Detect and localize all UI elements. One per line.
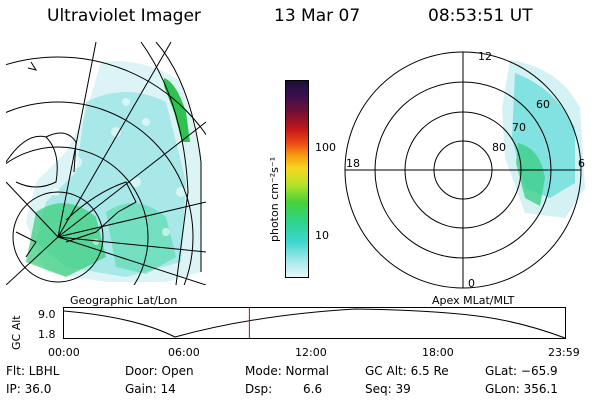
geographic-map	[6, 42, 206, 285]
polar-label-18: 18	[346, 157, 360, 170]
colorbar-unit-label: photon cm⁻²s⁻¹	[268, 156, 281, 242]
coastline	[6, 61, 137, 258]
glat-info: GLat: −65.9	[485, 364, 558, 378]
left-panel-title: Geographic Lat/Lon	[70, 294, 178, 307]
altitude-xtick-1: 06:00	[168, 346, 200, 359]
polar-ring-70: 70	[512, 121, 526, 134]
time-label: 08:53:51 UT	[428, 6, 533, 26]
polar-ring-60: 60	[536, 98, 550, 111]
mode-info: Mode: Normal	[245, 364, 329, 378]
gc-alt-info: GC Alt: 6.5 Re	[365, 364, 449, 378]
polar-label-12: 12	[478, 50, 492, 63]
aurora-region	[26, 61, 201, 283]
ip-info: IP: 36.0	[6, 382, 52, 396]
colorbar-tick-10: 10	[315, 229, 329, 242]
date-label: 13 Mar 07	[274, 6, 361, 26]
altitude-curve	[63, 308, 566, 339]
colorbar-tick-100: 100	[315, 141, 336, 154]
longitude-grid	[6, 42, 206, 285]
polar-label-6: 6	[578, 157, 585, 170]
polar-label-0: 0	[468, 277, 475, 290]
glon-info: GLon: 356.1	[485, 382, 558, 396]
altitude-ytick-top: 9.0	[38, 308, 56, 321]
dsp-value: 6.6	[303, 382, 323, 396]
altitude-ylabel: GC Alt	[10, 315, 23, 350]
latitude-grid	[6, 56, 206, 285]
altitude-ytick-bottom: 1.8	[38, 328, 56, 341]
polar-spokes	[345, 52, 581, 288]
altitude-plot	[63, 307, 566, 339]
polar-ring-80: 80	[492, 141, 506, 154]
altitude-xtick-3: 18:00	[422, 346, 454, 359]
filter-info: Flt: LBHL	[6, 364, 60, 378]
gain-info: Gain: 14	[125, 382, 176, 396]
altitude-xtick-0: 00:00	[48, 346, 80, 359]
seq-info: Seq: 39	[365, 382, 411, 396]
instrument-title: Ultraviolet Imager	[47, 6, 201, 26]
altitude-xtick-4: 23:59	[548, 346, 580, 359]
polar-plot	[344, 51, 585, 289]
right-panel-title: Apex MLat/MLT	[432, 294, 515, 307]
dsp-label: Dsp:	[245, 382, 273, 396]
altitude-xtick-2: 12:00	[295, 346, 327, 359]
colorbar	[285, 80, 309, 278]
door-info: Door: Open	[125, 364, 194, 378]
